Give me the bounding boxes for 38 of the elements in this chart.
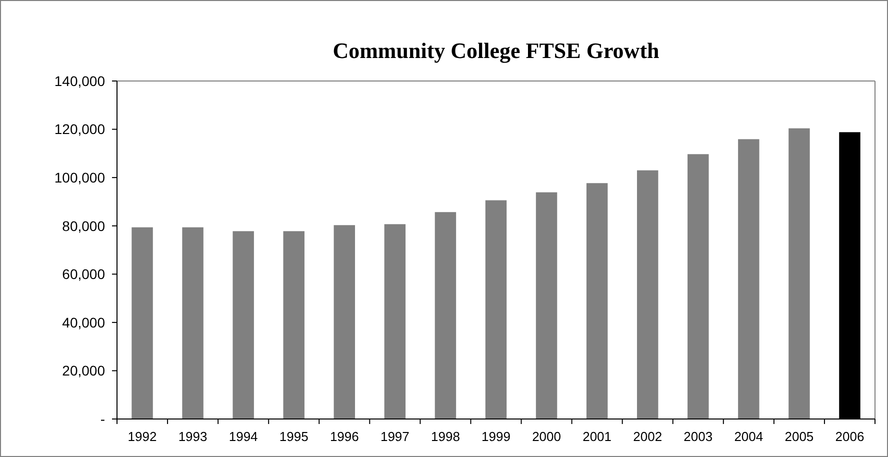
bar	[636, 170, 658, 419]
x-tick-label: 1993	[178, 429, 208, 444]
x-tick-label: 2006	[835, 429, 864, 444]
x-tick-label: 1995	[279, 429, 308, 444]
x-tick-label: 1992	[128, 429, 157, 444]
bar	[334, 225, 356, 419]
bar	[182, 227, 204, 419]
bar	[384, 224, 406, 419]
chart-title: Community College FTSE Growth	[332, 38, 660, 63]
x-tick-label: 1998	[431, 429, 460, 444]
x-tick-label: 2005	[784, 429, 814, 444]
bar	[536, 192, 558, 419]
x-tick-label: 2003	[684, 429, 713, 444]
bar	[132, 227, 153, 419]
y-tick-label: 140,000	[54, 72, 106, 89]
bar	[283, 231, 304, 419]
y-tick-label: 40,000	[62, 314, 106, 330]
bar	[788, 128, 810, 419]
x-tick-label: 2001	[582, 429, 612, 444]
bar	[688, 154, 709, 419]
y-tick-label: 60,000	[62, 266, 106, 282]
y-tick-label: 80,000	[62, 218, 106, 234]
bar	[485, 200, 507, 419]
bar	[434, 212, 456, 419]
x-tick-label: 1997	[380, 429, 410, 444]
bar	[232, 231, 254, 419]
y-tick-label: 120,000	[54, 121, 106, 138]
x-tick-label: 1994	[228, 429, 258, 444]
x-tick-label: 1999	[482, 429, 510, 444]
y-tick-label: 20,000	[62, 362, 106, 379]
y-tick-label: 100,000	[54, 169, 106, 186]
x-tick-label: 2000	[532, 429, 561, 444]
x-tick-label: 2002	[633, 429, 662, 444]
bar	[586, 183, 608, 419]
bar	[738, 139, 760, 419]
x-tick-label: 1996	[330, 429, 359, 444]
y-tick-label: -	[100, 410, 106, 427]
x-tick-label: 2004	[734, 429, 764, 444]
